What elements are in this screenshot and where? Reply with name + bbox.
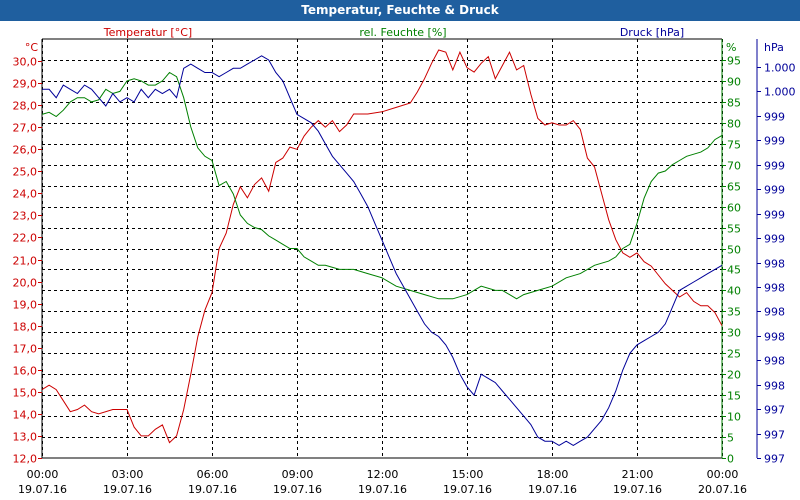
humidity-tick-label: 95 [727,55,741,68]
axis-ticks: 00:00 19.07.16 03:00 19.07.16 06:00 19.07.16 0… [13,39,796,496]
temperature-tick-label: 26,0 [13,144,38,157]
temperature-series-line [41,49,723,444]
humidity-tick-label: 30 [727,327,741,340]
x-tick-date: 20.07.16 [698,483,747,496]
humidity-tick-label: 70 [727,160,741,173]
pressure-tick-label: 999 [764,160,785,173]
pressure-tick-label: 999 [764,233,785,246]
temperature-tick-label: 18,0 [13,321,38,334]
humidity-unit: % [726,41,736,54]
pressure-unit: hPa [764,41,784,54]
temperature-tick-label: 12,0 [13,453,38,466]
temperature-tick-label: 16,0 [13,365,38,378]
temperature-tick-label: 19,0 [13,299,38,312]
humidity-tick-label: 85 [727,97,741,110]
temperature-tick-label: 22,0 [13,232,38,245]
x-tick-time: 21:00 [622,468,654,481]
humidity-tick-label: 80 [727,118,741,131]
temperature-tick-label: 21,0 [13,255,38,268]
temperature-tick-label: 27,0 [13,122,38,135]
humidity-tick-label: 5 [727,432,734,445]
pressure-tick-label: 999 [764,209,785,222]
series-lines [41,49,723,446]
x-tick-time: 06:00 [197,468,229,481]
temperature-tick-label: 30,0 [13,56,38,69]
humidity-tick-label: 40 [727,285,741,298]
temperature-tick-label: 29,0 [13,78,38,91]
humidity-tick-label: 75 [727,139,741,152]
pressure-tick-label: 998 [764,282,785,295]
x-tick-date: 19.07.16 [188,483,237,496]
x-tick-date: 19.07.16 [103,483,152,496]
x-tick-time: 03:00 [112,468,144,481]
humidity-tick-label: 55 [727,223,741,236]
temperature-tick-label: 17,0 [13,343,38,356]
temperature-tick-label: 25,0 [13,166,38,179]
x-tick-time: 09:00 [282,468,314,481]
humidity-tick-label: 0 [727,453,734,466]
pressure-tick-label: 1.000 [764,86,796,99]
humidity-tick-label: 25 [727,348,741,361]
chart-area: Temperatur [°C] rel. Feuchte [%] Druck [… [13,26,796,496]
temperature-axis-label: Temperatur [°C] [103,26,192,39]
humidity-axis-label: rel. Feuchte [%] [359,26,446,39]
temperature-tick-label: 28,0 [13,100,38,113]
temperature-tick-label: 24,0 [13,188,38,201]
pressure-tick-label: 998 [764,355,785,368]
grid-lines [41,38,723,459]
pressure-tick-label: 999 [764,184,785,197]
x-tick-date: 19.07.16 [18,483,67,496]
temperature-tick-label: 14,0 [13,409,38,422]
humidity-tick-label: 65 [727,181,741,194]
humidity-tick-label: 90 [727,76,741,89]
temperature-tick-label: 23,0 [13,210,38,223]
x-tick-date: 19.07.16 [528,483,577,496]
temperature-tick-label: 15,0 [13,387,38,400]
pressure-series-line [42,55,723,446]
x-tick-date: 19.07.16 [273,483,322,496]
x-tick-time: 15:00 [452,468,484,481]
humidity-tick-label: 35 [727,306,741,319]
x-tick-date: 19.07.16 [358,483,407,496]
humidity-series-line [41,71,723,300]
pressure-tick-label: 999 [764,111,785,124]
pressure-tick-label: 997 [764,429,785,442]
pressure-tick-label: 997 [764,453,785,466]
humidity-tick-label: 45 [727,264,741,277]
temperature-unit: °C [25,41,39,54]
pressure-tick-label: 998 [764,331,785,344]
temperature-tick-label: 20,0 [13,277,38,290]
pressure-axis-label: Druck [hPa] [620,26,684,39]
pressure-tick-label: 1.000 [764,62,796,75]
x-tick-time: 12:00 [367,468,399,481]
pressure-tick-label: 997 [764,404,785,417]
pressure-tick-label: 998 [764,258,785,271]
x-tick-time: 18:00 [537,468,569,481]
humidity-tick-label: 15 [727,390,741,403]
pressure-tick-label: 999 [764,135,785,148]
window-title: Temperatur, Feuchte & Druck [0,0,800,21]
pressure-tick-label: 998 [764,306,785,319]
x-tick-date: 19.07.16 [613,483,662,496]
x-tick-time: 00:00 [27,468,59,481]
pressure-tick-label: 998 [764,380,785,393]
temperature-tick-label: 13,0 [13,431,38,444]
humidity-tick-label: 10 [727,411,741,424]
x-tick-date: 19.07.16 [443,483,492,496]
x-tick-time: 00:00 [707,468,739,481]
humidity-tick-label: 60 [727,202,741,215]
humidity-tick-label: 50 [727,244,741,257]
humidity-tick-label: 20 [727,369,741,382]
